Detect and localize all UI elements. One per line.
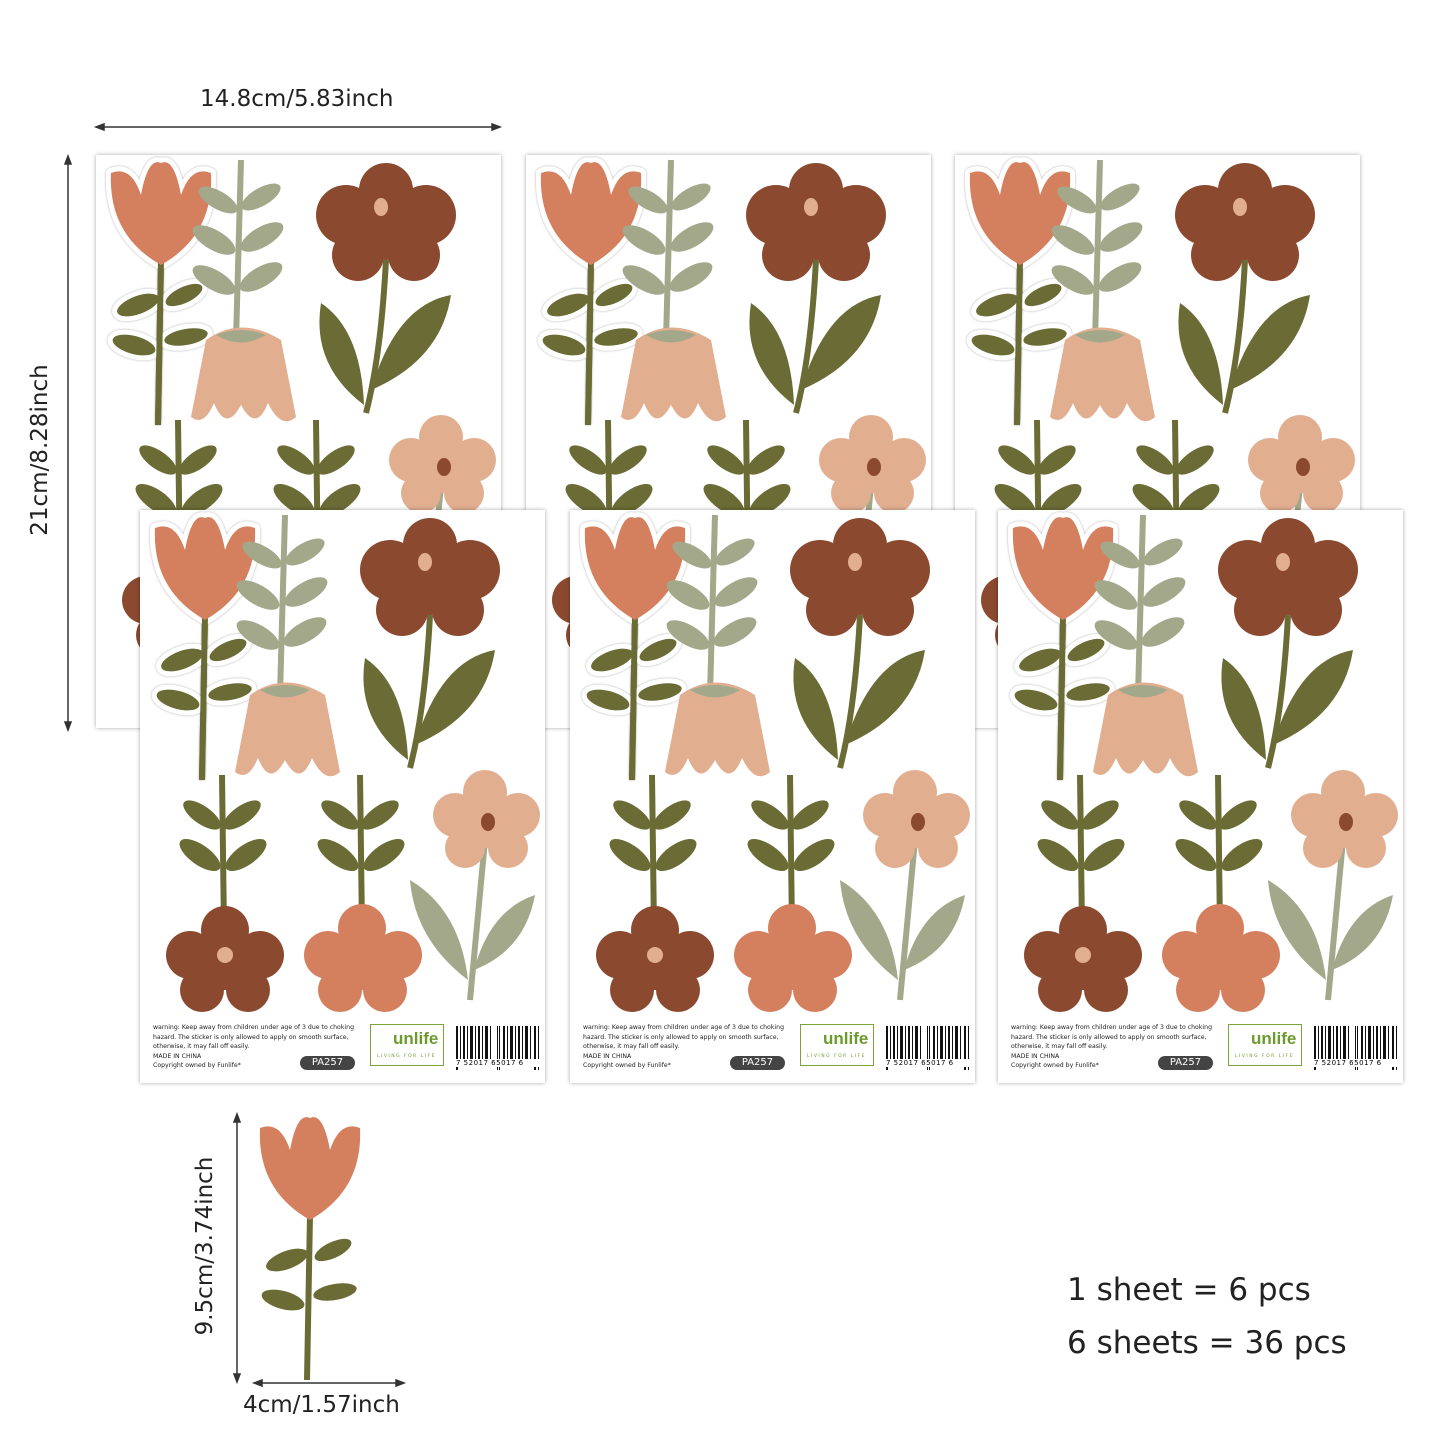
- brand-logo: unlife LIVING FOR LIFE: [370, 1024, 444, 1066]
- product-code-badge: PA257: [300, 1056, 355, 1070]
- brand-tagline: LIVING FOR LIFE: [807, 1054, 866, 1059]
- copyright-label: Copyright owned by Funlife*: [1011, 1062, 1099, 1069]
- copyright-label: Copyright owned by Funlife*: [583, 1062, 671, 1069]
- made-in-label: MADE IN CHINA: [583, 1052, 632, 1060]
- brand-logo: unlife LIVING FOR LIFE: [1228, 1024, 1302, 1066]
- warning-line: warning: Keep away from children under a…: [153, 1024, 354, 1031]
- barcode-number: 7 52017 65017 6: [886, 1059, 972, 1067]
- sheet-warning-text: warning: Keep away from children under a…: [1011, 1023, 1226, 1071]
- barcode-number: 7 52017 65017 6: [1314, 1059, 1400, 1067]
- sticker-sheet-front-2: warning: Keep away from children under a…: [570, 510, 975, 1083]
- warning-line: otherwise, it may fall off easily.: [1011, 1043, 1108, 1050]
- sticker-height-label: 9.5cm/3.74inch: [192, 1156, 218, 1336]
- single-tulip-sticker: [245, 1110, 385, 1380]
- warning-line: hazard. The sticker is only allowed to a…: [1011, 1033, 1207, 1041]
- brand-name: unlife: [823, 1029, 869, 1048]
- sticker-sheet-front-1: warning: Keep away from children under a…: [140, 510, 545, 1083]
- warning-line: hazard. The sticker is only allowed to a…: [583, 1033, 779, 1041]
- brand-name: unlife: [1251, 1029, 1297, 1048]
- barcode-number: 7 52017 65017 6: [456, 1059, 542, 1067]
- sheet-height-label: 21cm/8.28inch: [27, 364, 53, 536]
- warning-line: warning: Keep away from children under a…: [583, 1024, 784, 1031]
- product-code-badge: PA257: [730, 1056, 785, 1070]
- sticker-width-label: 4cm/1.57inch: [243, 1392, 400, 1418]
- sheet-warning-text: warning: Keep away from children under a…: [153, 1023, 368, 1071]
- warning-line: otherwise, it may fall off easily.: [583, 1043, 680, 1050]
- sticker-sheet-front-3: warning: Keep away from children under a…: [998, 510, 1403, 1083]
- brand-logo: unlife LIVING FOR LIFE: [800, 1024, 874, 1066]
- made-in-label: MADE IN CHINA: [1011, 1052, 1060, 1060]
- quantity-total: 6 sheets = 36 pcs: [1067, 1325, 1347, 1361]
- brand-tagline: LIVING FOR LIFE: [377, 1054, 436, 1059]
- brand-name: unlife: [393, 1029, 439, 1048]
- sheet-width-label: 14.8cm/5.83inch: [200, 86, 394, 112]
- sheet-warning-text: warning: Keep away from children under a…: [583, 1023, 798, 1071]
- product-code-badge: PA257: [1158, 1056, 1213, 1070]
- quantity-per-sheet: 1 sheet = 6 pcs: [1067, 1272, 1311, 1308]
- brand-tagline: LIVING FOR LIFE: [1235, 1054, 1294, 1059]
- warning-line: hazard. The sticker is only allowed to a…: [153, 1033, 349, 1041]
- warning-line: warning: Keep away from children under a…: [1011, 1024, 1212, 1031]
- made-in-label: MADE IN CHINA: [153, 1052, 202, 1060]
- warning-line: otherwise, it may fall off easily.: [153, 1043, 250, 1050]
- copyright-label: Copyright owned by Funlife*: [153, 1062, 241, 1069]
